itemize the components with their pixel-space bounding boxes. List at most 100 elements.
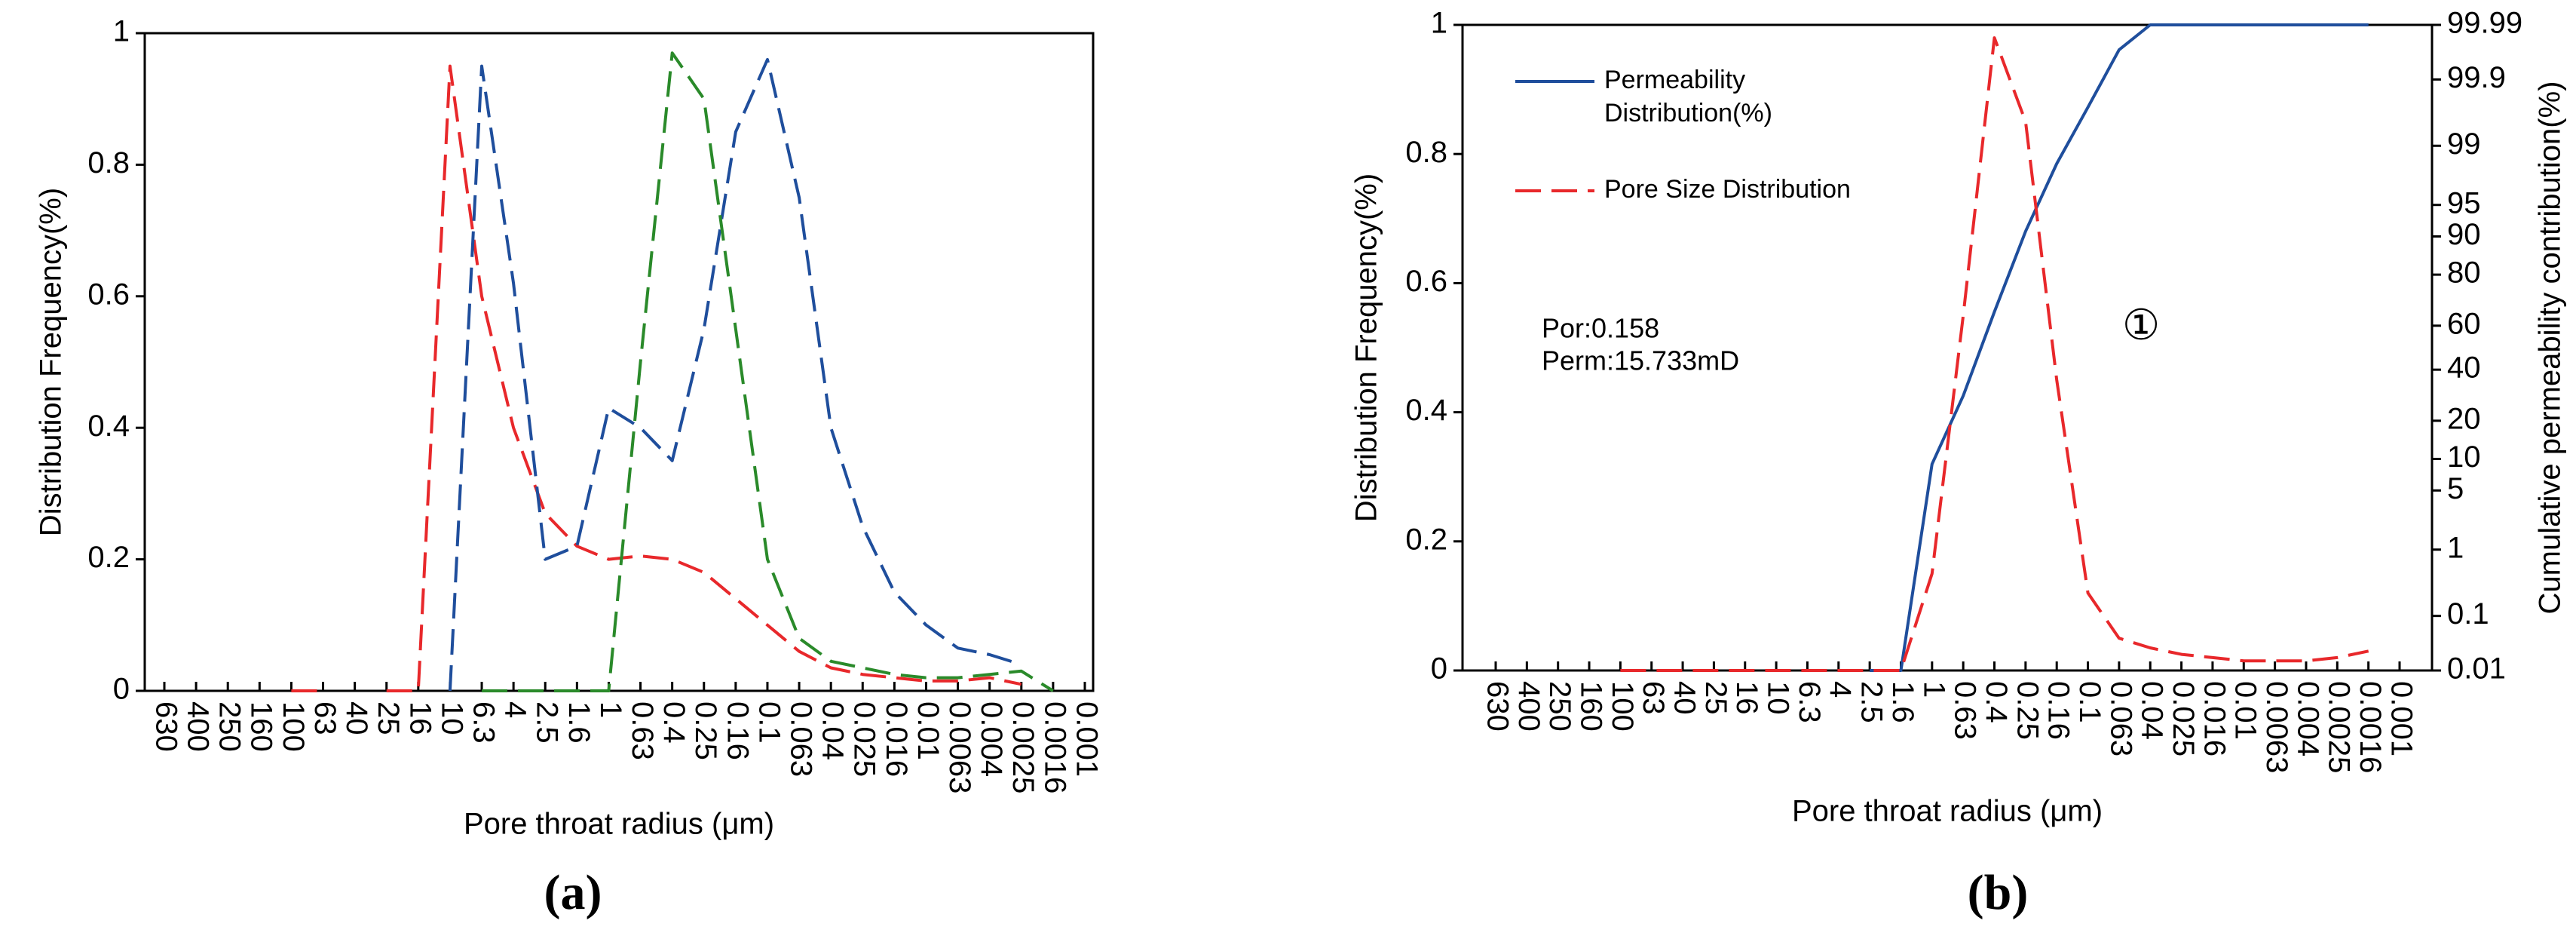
x-tick-label: 25: [1699, 681, 1732, 715]
x-tick-label: 0.01: [2229, 681, 2262, 740]
plot-frame: [1461, 23, 2434, 672]
data-line: [291, 64, 1022, 692]
y2-tick-label: 99: [2447, 127, 2481, 161]
x-tick-label: 0.004: [975, 701, 1008, 777]
y-tick-label: 0.8: [87, 146, 130, 180]
x-tick-label: 0.0063: [943, 701, 976, 793]
x-tick-label: 0.063: [785, 701, 818, 777]
x-tick-label: 250: [1543, 681, 1576, 732]
x-tick-label: 63: [308, 701, 342, 735]
x-tick-label: 0.16: [721, 701, 754, 760]
x-tick-label: 0.25: [689, 701, 722, 760]
x-tick-label: 630: [149, 701, 182, 752]
y-tick-label: 0.6: [87, 278, 130, 311]
y-tick-label: 0.6: [1405, 265, 1447, 298]
legend-entry: Permeability Distribution(%): [1604, 66, 1772, 127]
x-tick-label: 0.01: [911, 701, 945, 760]
x-tick-label: 1: [1917, 681, 1950, 698]
x-tick-label: 100: [1606, 681, 1639, 732]
x-tick-label: 0.4: [657, 701, 691, 744]
caption: (a): [544, 865, 602, 920]
x-tick-label: 0.001: [1070, 701, 1103, 777]
y-tick-label: 0.2: [87, 541, 130, 574]
x-tick-label: 4: [499, 701, 532, 718]
y2-tick-label: 0.01: [2447, 652, 2506, 686]
x-tick-label: 0.016: [880, 701, 913, 777]
x-tick-label: 40: [340, 701, 373, 735]
y-tick-label: 0.4: [1405, 394, 1447, 427]
x-tick-label: 0.025: [848, 701, 881, 777]
x-tick-label: 160: [1574, 681, 1607, 732]
y2-tick-label: 40: [2447, 351, 2481, 385]
x-tick-label: 0.0063: [2260, 681, 2293, 773]
y2-tick-label: 60: [2447, 307, 2481, 340]
x-tick-label: 0.0016: [2354, 681, 2387, 773]
y2-tick-label: 5: [2447, 472, 2464, 505]
x-tick-label: 0.63: [1949, 681, 1982, 740]
x-tick-label: 0.016: [2198, 681, 2231, 756]
plot-frame: [143, 32, 1095, 692]
legend-label: Pore Size Distribution: [1604, 175, 1851, 204]
x-tick-label: 10: [1762, 681, 1795, 715]
y-axis-label: Distribution Frequency(%): [1350, 173, 1383, 522]
x-tick-label: 400: [182, 701, 215, 752]
x-tick-label: 0.4: [1980, 681, 2013, 723]
x-tick-label: 2.5: [1855, 681, 1888, 723]
x-tick-label: 630: [1481, 681, 1514, 732]
x-tick-label: 400: [1512, 681, 1545, 732]
legend-label: Permeability Distribution(%): [1604, 66, 1772, 127]
y2-tick-label: 0.1: [2447, 597, 2489, 631]
x-tick-label: 2.5: [531, 701, 564, 744]
y2-tick-label: 1: [2447, 531, 2464, 564]
y-axis-label: Distribution Frequency(%): [35, 188, 68, 536]
x-tick-label: 0.0025: [1006, 701, 1040, 793]
x-axis-label: Pore throat radius (μm): [1792, 795, 2103, 828]
x-tick-label: 0.1: [2073, 681, 2106, 723]
y2-tick-label: 99.99: [2447, 7, 2522, 40]
x-tick-label: 0.001: [2385, 681, 2418, 756]
data-line: [1620, 36, 2369, 672]
x-tick-label: 250: [213, 701, 247, 752]
x-tick-label: 6.3: [1793, 681, 1826, 723]
x-tick-label: 0.0025: [2323, 681, 2356, 773]
data-line: [1870, 23, 2369, 672]
annotation: Perm:15.733mD: [1542, 345, 1739, 376]
x-tick-label: 0.004: [2291, 681, 2324, 756]
y2-tick-label: 20: [2447, 402, 2481, 435]
y-tick-label: 0.2: [1405, 523, 1447, 556]
x-tick-label: 160: [245, 701, 278, 752]
x-tick-label: 6.3: [467, 701, 500, 744]
x-tick-label: 0.25: [2011, 681, 2044, 740]
y-tick-label: 0.8: [1405, 136, 1447, 169]
legend-entry: Pore Size Distribution: [1604, 175, 1851, 204]
y2-tick-label: 95: [2447, 186, 2481, 219]
x-tick-label: 1.6: [562, 701, 596, 744]
x-tick-label: 1: [594, 701, 627, 718]
x-tick-label: 0.063: [2104, 681, 2137, 756]
x-tick-label: 63: [1637, 681, 1670, 715]
x-tick-label: 100: [277, 701, 310, 752]
y-tick-label: 0.4: [87, 410, 130, 443]
x-tick-label: 0.04: [816, 701, 850, 760]
x-tick-label: 1.6: [1886, 681, 1919, 723]
y2-axis-label: Cumulative permeability contribution(%): [2534, 81, 2567, 615]
x-tick-label: 40: [1668, 681, 1702, 715]
x-tick-label: 0.63: [626, 701, 659, 760]
data-line: [482, 51, 1054, 692]
x-axis-label: Pore throat radius (μm): [464, 808, 774, 841]
x-tick-label: 0.0016: [1038, 701, 1071, 793]
y-tick-label: 0: [113, 673, 130, 706]
y2-tick-label: 90: [2447, 218, 2481, 251]
y2-tick-label: 10: [2447, 440, 2481, 474]
x-tick-label: 0.04: [2136, 681, 2169, 740]
x-tick-label: 10: [435, 701, 468, 735]
y2-tick-label: 99.9: [2447, 61, 2506, 94]
annotation: Por:0.158: [1542, 313, 1659, 344]
data-line: [448, 57, 1022, 692]
y-tick-label: 1: [113, 15, 130, 48]
annotation: ①: [2122, 301, 2160, 348]
x-tick-label: 0.025: [2167, 681, 2200, 756]
x-tick-label: 0.1: [752, 701, 786, 744]
y2-tick-label: 80: [2447, 256, 2481, 290]
